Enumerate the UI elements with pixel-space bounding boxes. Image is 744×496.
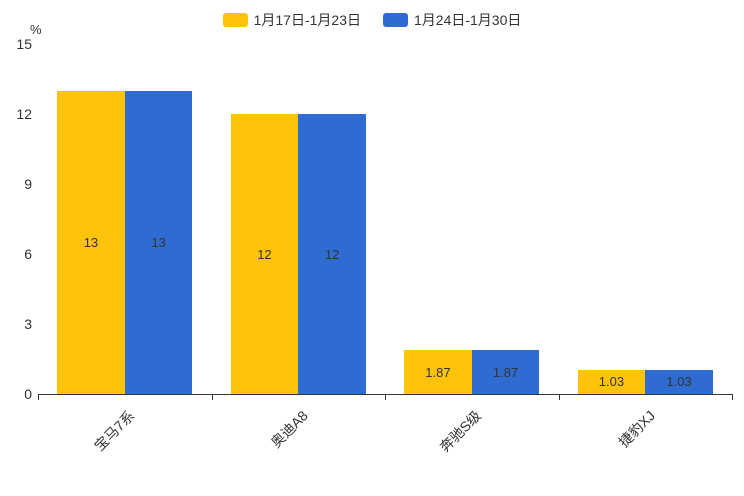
y-tick-label: 15 [16, 36, 32, 52]
bar-group: 13 13 [38, 44, 212, 394]
legend-swatch-blue [383, 13, 408, 27]
plot-area: 13 13 12 12 1.87 1.87 1.03 1.03 [38, 44, 733, 400]
x-label-slot: 捷豹XJ [559, 400, 733, 480]
x-label-slot: 奔驰S级 [385, 400, 559, 480]
bar-value-label: 12 [257, 246, 272, 262]
x-axis-tick [38, 394, 39, 400]
y-tick-label: 3 [24, 316, 32, 332]
legend-item-series-2[interactable]: 1月24日-1月30日 [383, 10, 521, 30]
bar-value-label: 1.87 [425, 364, 451, 380]
y-axis-unit-label: % [30, 22, 42, 37]
bar-series-1[interactable]: 1.87 [404, 350, 472, 394]
y-axis: 0 3 6 9 12 15 [0, 36, 32, 402]
y-tick-label: 12 [16, 106, 32, 122]
x-label-slot: 奥迪A8 [212, 400, 386, 480]
bar-value-label: 13 [151, 234, 166, 250]
plot-groups: 13 13 12 12 1.87 1.87 1.03 1.03 [38, 44, 732, 394]
legend-item-series-1[interactable]: 1月17日-1月23日 [222, 10, 361, 30]
legend-label-series-2: 1月24日-1月30日 [414, 12, 522, 28]
x-category-label[interactable]: 奔驰S级 [436, 407, 485, 456]
x-category-label[interactable]: 宝马7系 [90, 407, 138, 454]
x-category-label[interactable]: 奥迪A8 [267, 407, 311, 451]
y-tick-label: 0 [24, 386, 32, 402]
bar-value-label: 1.03 [598, 374, 625, 390]
x-axis-labels: 宝马7系 奥迪A8 奔驰S级 捷豹XJ [38, 400, 732, 480]
bar-series-2[interactable]: 1.87 [471, 350, 540, 394]
bar-value-label: 1.03 [666, 374, 692, 390]
bar-series-1[interactable]: 12 [230, 114, 299, 394]
x-axis-tick [211, 394, 213, 400]
bar-series-2[interactable]: 12 [298, 114, 366, 394]
bar-series-1[interactable]: 1.03 [577, 369, 646, 394]
y-tick-label: 6 [24, 246, 32, 262]
bar-series-2[interactable]: 1.03 [645, 369, 713, 394]
bar-series-2[interactable]: 13 [124, 90, 193, 394]
legend: 1月17日-1月23日 1月24日-1月30日 [0, 10, 744, 30]
legend-label-series-1: 1月17日-1月23日 [253, 12, 361, 28]
bar-group: 1.03 1.03 [559, 44, 733, 394]
bar-value-label: 1.87 [492, 364, 519, 380]
y-tick-label: 9 [24, 176, 32, 192]
bar-value-label: 13 [83, 234, 99, 250]
bar-group: 1.87 1.87 [385, 44, 559, 394]
bar-group: 12 12 [212, 44, 386, 394]
x-axis-tick [385, 394, 386, 400]
x-category-label[interactable]: 捷豹XJ [615, 407, 658, 451]
x-axis-tick [558, 394, 560, 400]
x-axis-tick [732, 394, 733, 400]
x-label-slot: 宝马7系 [38, 400, 212, 480]
bar-value-label: 12 [324, 246, 340, 262]
legend-swatch-yellow [222, 13, 248, 27]
bar-series-1[interactable]: 13 [57, 90, 125, 394]
